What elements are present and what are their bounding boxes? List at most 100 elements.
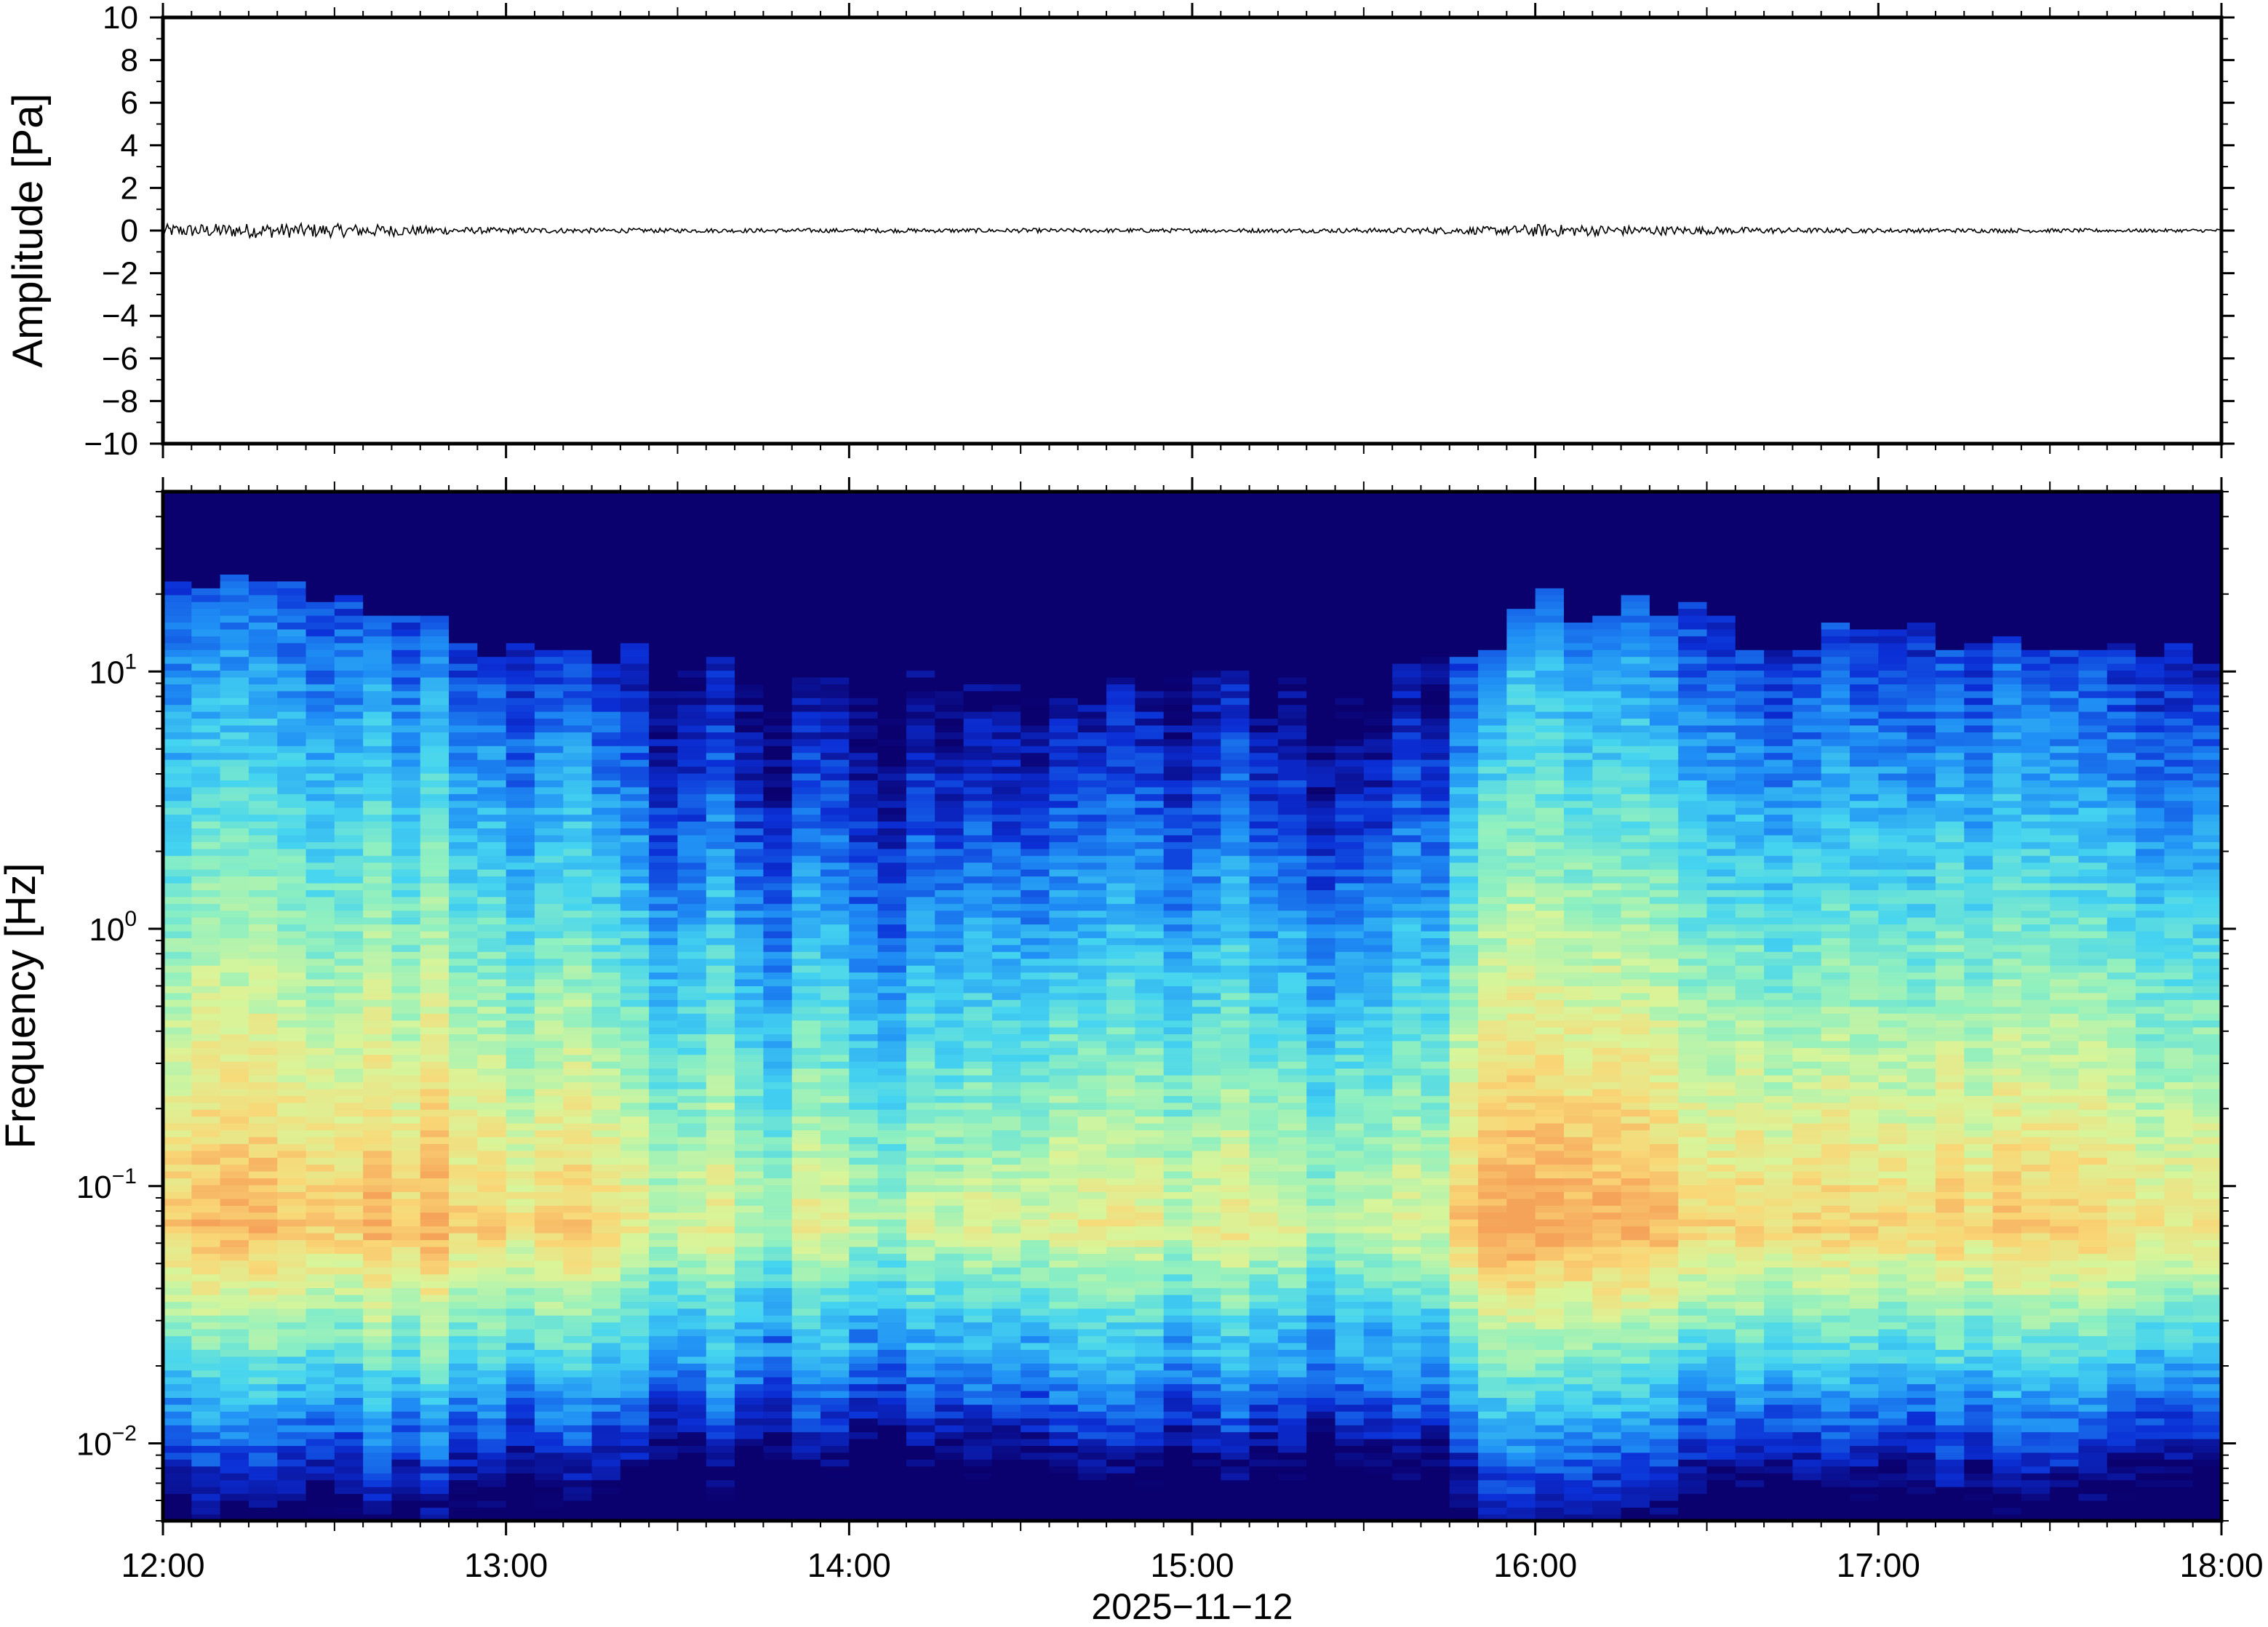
spectrogram-cell <box>420 1335 450 1343</box>
spectrogram-cell <box>935 1068 964 1075</box>
spectrogram-cell <box>792 718 821 725</box>
spectrogram-cell <box>935 663 964 671</box>
spectrogram-cell <box>878 601 907 609</box>
spectrogram-cell <box>249 629 278 636</box>
spectrogram-cell <box>620 1205 650 1212</box>
spectrogram-cell <box>964 629 993 636</box>
spectrogram-cell <box>191 972 220 979</box>
spectrogram-cell <box>277 1041 306 1048</box>
spectrogram-cell <box>763 1233 792 1240</box>
spectrogram-cell <box>849 1479 878 1487</box>
spectrogram-cell <box>678 910 707 917</box>
spectrogram-cell <box>592 1329 621 1336</box>
spectrogram-cell <box>964 883 993 890</box>
spectrogram-cell <box>477 512 506 519</box>
spectrogram-cell <box>820 752 850 759</box>
spectrogram-cell <box>964 601 993 609</box>
spectrogram-cell <box>506 903 535 911</box>
spectrogram-cell <box>649 1315 678 1322</box>
spectrogram-cell <box>363 581 392 588</box>
spectrogram-cell <box>706 821 735 828</box>
spectrogram-cell <box>1021 1418 1050 1426</box>
spectrogram-cell <box>220 684 249 691</box>
spectrogram-cell <box>449 1020 478 1027</box>
spectrogram-cell <box>792 540 821 547</box>
spectrogram-cell <box>1049 684 1078 691</box>
spectrogram-cell <box>620 663 650 671</box>
spectrogram-cell <box>449 1315 478 1322</box>
spectrogram-cell <box>220 732 249 739</box>
spectrogram-cell <box>964 1199 993 1206</box>
spectrogram-cell <box>363 1487 392 1494</box>
spectrogram-cell <box>249 656 278 663</box>
spectrogram-cell <box>163 855 192 863</box>
spectrogram-cell <box>277 691 306 698</box>
spectrogram-cell <box>420 615 450 623</box>
spectrogram-cell <box>563 1391 592 1398</box>
spectrogram-cell <box>363 1178 392 1185</box>
spectrogram-cell <box>535 643 564 650</box>
spectrogram-cell <box>420 965 450 972</box>
spectrogram-cell <box>477 711 506 719</box>
spectrogram-cell <box>249 876 278 883</box>
spectrogram-cell <box>849 1466 878 1474</box>
spectrogram-cell <box>820 1377 850 1384</box>
spectrogram-cell <box>306 917 335 924</box>
spectrogram-cell <box>220 1295 249 1302</box>
spectrogram-cell <box>420 697 450 705</box>
spectrogram-cell <box>964 780 993 787</box>
spectrogram-cell <box>878 931 907 938</box>
spectrogram-cell <box>335 684 364 691</box>
spectrogram-cell <box>477 979 506 986</box>
spectrogram-cell <box>535 595 564 602</box>
spectrogram-cell <box>306 1095 335 1103</box>
spectrogram-cell <box>849 979 878 986</box>
spectrogram-cell <box>391 540 420 547</box>
spectrogram-cell <box>763 732 792 739</box>
spectrogram-cell <box>220 1343 249 1350</box>
spectrogram-cell <box>277 608 306 615</box>
spectrogram-cell <box>792 1308 821 1316</box>
spectrogram-cell <box>420 588 450 595</box>
spectrogram-cell <box>306 1383 335 1391</box>
spectrogram-cell <box>477 560 506 567</box>
spectrogram-cell <box>735 553 764 561</box>
spectrogram-cell <box>706 951 735 959</box>
spectrogram-cell <box>878 759 907 767</box>
spectrogram-cell <box>906 1466 935 1474</box>
spectrogram-cell <box>363 1322 392 1329</box>
spectrogram-cell <box>878 553 907 561</box>
spectrogram-cell <box>477 1322 506 1329</box>
spectrogram-cell <box>706 553 735 561</box>
spectrogram-cell <box>592 1391 621 1398</box>
spectrogram-cell <box>878 924 907 931</box>
spectrogram-cell <box>849 1308 878 1316</box>
spectrogram-cell <box>878 1205 907 1212</box>
spectrogram-cell <box>163 814 192 821</box>
spectrogram-cell <box>420 1322 450 1329</box>
spectrogram-cell <box>763 1287 792 1295</box>
spectrogram-cell <box>735 965 764 972</box>
spectrogram-cell <box>535 890 564 897</box>
spectrogram-cell <box>878 560 907 567</box>
spectrogram-cell <box>277 1287 306 1295</box>
spectrogram-cell <box>535 533 564 540</box>
spectrogram-cell <box>335 849 364 856</box>
spectrogram-cell <box>620 1130 650 1137</box>
spectrogram-cell <box>335 1020 364 1027</box>
spectrogram-cell <box>820 1473 850 1480</box>
spectrogram-cell <box>563 622 592 629</box>
spectrogram-cell <box>335 862 364 869</box>
spectrogram-cell <box>878 1411 907 1418</box>
spectrogram-cell <box>1021 1007 1050 1014</box>
spectrogram-cell <box>620 1479 650 1487</box>
spectrogram-cell <box>163 574 192 581</box>
spectrogram-cell <box>506 1411 535 1418</box>
spectrogram-cell <box>449 1383 478 1391</box>
spectrogram-cell <box>992 498 1021 505</box>
spectrogram-cell <box>191 1452 220 1460</box>
spectrogram-cell <box>563 766 592 773</box>
spectrogram-cell <box>792 615 821 623</box>
spectrogram-cell <box>706 999 735 1007</box>
spectrogram-cell <box>1021 1377 1050 1384</box>
